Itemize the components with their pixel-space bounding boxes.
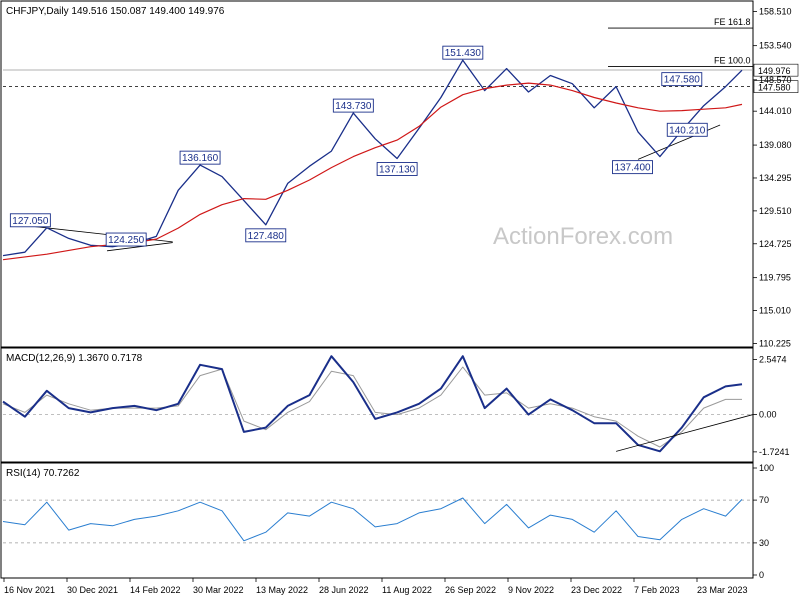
price-label: 124.250 xyxy=(108,235,145,246)
ma-series-line xyxy=(2,82,743,261)
price-label: 151.430 xyxy=(445,48,482,59)
price-y-tick-label: 158.510 xyxy=(759,6,792,16)
rsi-y-tick-label: 70 xyxy=(759,495,769,505)
macd-trendline xyxy=(615,414,754,452)
price-label: 140.210 xyxy=(669,125,706,136)
rsi-line xyxy=(2,497,743,542)
rsi-y-tick-label: 0 xyxy=(759,570,764,580)
macd-line xyxy=(2,355,743,453)
price-label-box xyxy=(661,72,703,87)
x-tick-label: 14 Feb 2022 xyxy=(130,585,181,595)
triangle-lower-line xyxy=(106,242,173,252)
macd-signal-line xyxy=(2,366,742,448)
price-y-tick-label: 124.725 xyxy=(759,239,792,249)
price-label-box xyxy=(442,45,484,60)
price-label-box xyxy=(9,213,51,228)
rsi-y-tick-label: 30 xyxy=(759,538,769,548)
price-label: 137.400 xyxy=(614,163,651,174)
x-tick-label: 28 Jun 2022 xyxy=(319,585,369,595)
macd-y-tick-label: 2.5474 xyxy=(759,354,787,364)
price-label-box xyxy=(245,228,287,243)
macd-layer xyxy=(2,355,754,453)
price-label-box xyxy=(376,162,418,176)
price-label-box xyxy=(332,98,374,113)
x-tick-label: 23 Dec 2022 xyxy=(571,585,622,595)
price-label: 143.730 xyxy=(335,101,372,112)
x-tick-label: 7 Feb 2023 xyxy=(634,585,680,595)
price-label-box xyxy=(666,122,708,137)
x-tick-label: 30 Mar 2022 xyxy=(193,585,244,595)
price-y-tick-label: 144.010 xyxy=(759,106,792,116)
x-tick-label: 23 Mar 2023 xyxy=(697,585,748,595)
macd-title: MACD(12,26,9) 1.3670 0.7178 xyxy=(6,353,143,364)
price-label: 127.050 xyxy=(12,216,49,227)
price-label: 147.580 xyxy=(664,75,701,86)
price-y-tick-label: 129.510 xyxy=(759,206,792,216)
x-tick-label: 13 May 2022 xyxy=(256,585,308,595)
price-label: 127.480 xyxy=(248,231,285,242)
x-tick-label: 16 Nov 2021 xyxy=(4,585,55,595)
price-y-tick-label: 139.080 xyxy=(759,140,792,150)
price-y-tick-label: 153.540 xyxy=(759,41,792,51)
x-tick-label: 30 Dec 2021 xyxy=(67,585,118,595)
price-tag: 147.580 xyxy=(758,83,791,93)
price-y-tick-label: 148.570 xyxy=(759,75,792,85)
watermark: ActionForex.com xyxy=(493,223,673,250)
x-tick-label: 11 Aug 2022 xyxy=(382,585,432,595)
axes-layer: 149.976 147.580 158.510 153.540 148.570 144.0… xyxy=(3,6,799,595)
price-label-box xyxy=(612,160,653,175)
macd-y-tick-label: -1.7241 xyxy=(759,447,790,457)
price-tag-box xyxy=(753,80,799,93)
rsi-title: RSI(14) 70.7262 xyxy=(6,468,80,479)
price-label: 136.160 xyxy=(182,153,219,164)
x-tick-label: 26 Sep 2022 xyxy=(445,585,496,595)
chart-header: CHFJPY,Daily 149.516 150.087 149.400 149… xyxy=(6,6,225,17)
rsi-y-tick-label: 100 xyxy=(759,463,774,473)
fe-level-label: FE 100.0 xyxy=(714,56,751,66)
fe-level-label: FE 161.8 xyxy=(714,17,751,27)
price-y-tick-label: 115.010 xyxy=(759,306,791,316)
macd-panel xyxy=(0,347,754,463)
price-tag-box xyxy=(753,63,799,77)
price-y-tick-label: 134.295 xyxy=(759,173,792,183)
price-label-box xyxy=(179,150,221,165)
price-label: 137.130 xyxy=(379,164,416,175)
macd-y-tick-label: 0.00 xyxy=(759,410,777,420)
price-y-tick-label: 110.225 xyxy=(759,338,791,348)
rsi-panel xyxy=(0,462,754,579)
price-y-tick-label: 119.795 xyxy=(759,273,791,283)
rsi-layer xyxy=(2,497,753,544)
price-label-box xyxy=(105,232,147,247)
price-layer: FE 161.8 FE 100.0 127.050 124.250 136.160 127… xyxy=(2,17,753,261)
x-tick-label: 9 Nov 2022 xyxy=(508,585,554,595)
price-tag: 149.976 xyxy=(758,66,791,76)
